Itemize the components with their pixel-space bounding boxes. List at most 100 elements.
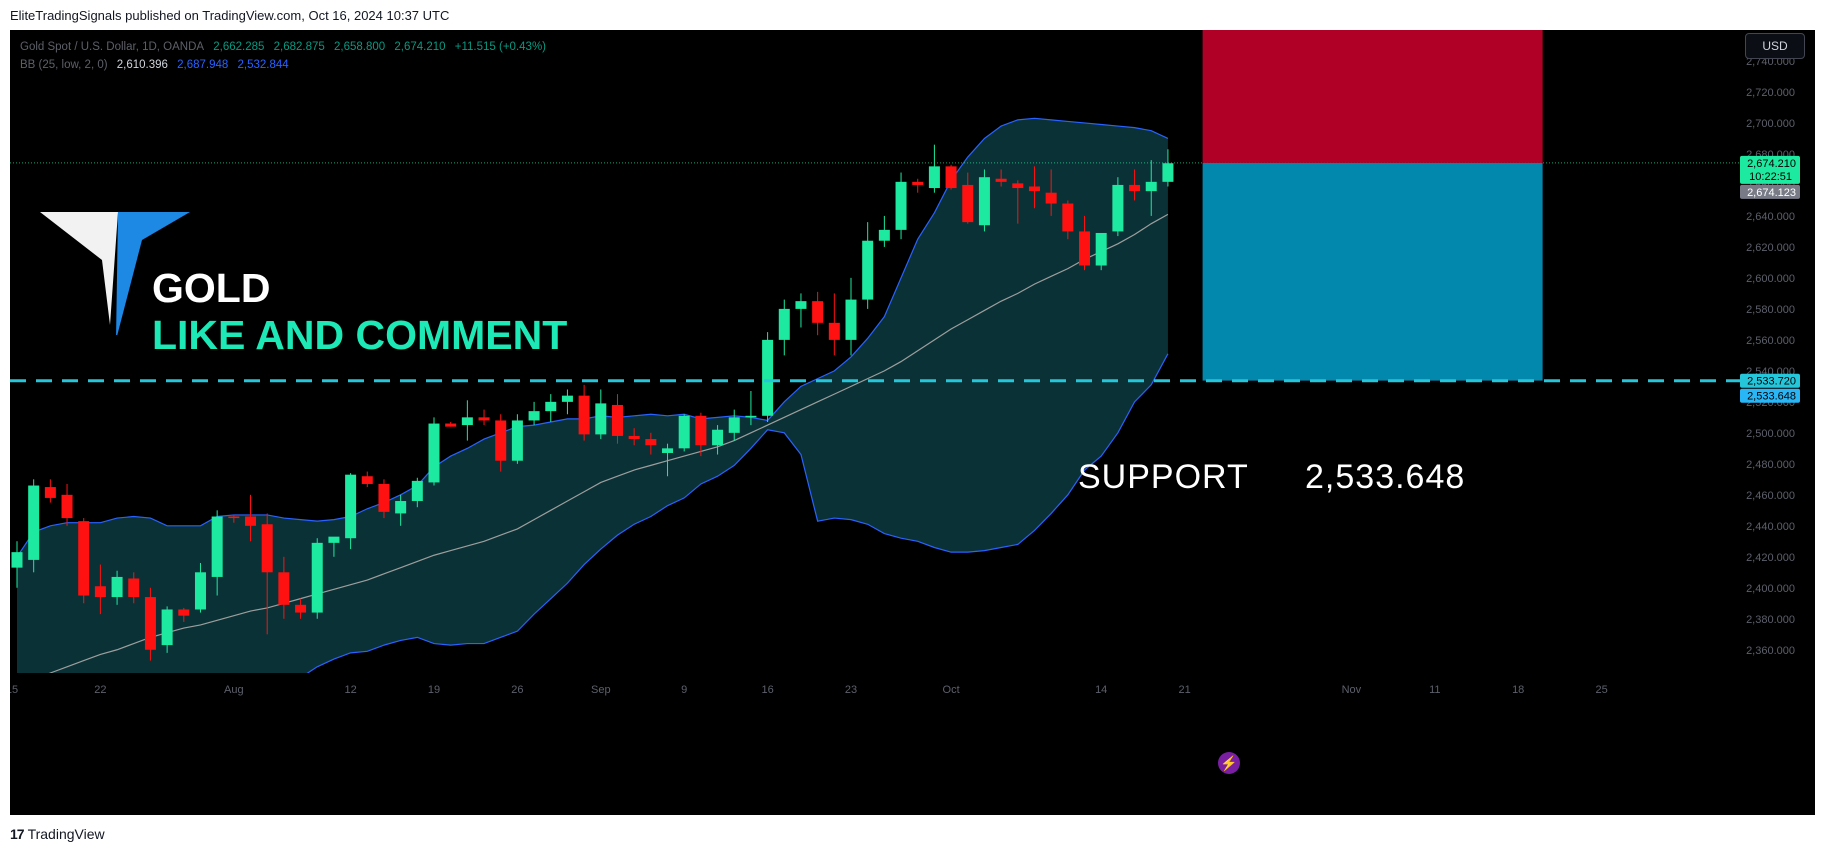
candle-body xyxy=(728,417,740,433)
bollinger-upper-line xyxy=(16,117,1169,558)
footer-brand-label: TradingView xyxy=(27,826,105,842)
candle xyxy=(28,479,40,573)
time-tick-label: Oct xyxy=(943,684,960,696)
candle xyxy=(678,414,690,452)
candle xyxy=(778,299,790,356)
candle xyxy=(578,384,590,441)
candle xyxy=(44,479,56,503)
bollinger-band-fill xyxy=(17,118,1168,815)
candle-body xyxy=(278,572,290,605)
time-tick-label: 26 xyxy=(511,684,523,696)
price-tick-label: 2,440.000 xyxy=(1746,521,1795,533)
candle xyxy=(1079,215,1091,271)
candle-body xyxy=(1012,183,1024,189)
candle-body xyxy=(645,439,657,446)
chart-panel[interactable]: 2,360.000 2,380.000 2,400.000 2,420.000 2,44… xyxy=(10,30,1815,815)
candle xyxy=(595,389,607,440)
stop-loss-zone xyxy=(1202,30,1543,163)
candle xyxy=(1145,160,1157,216)
overlay-title: GOLD xyxy=(152,265,271,311)
legend-open: 2,662.285 xyxy=(213,41,265,53)
publish-header: EliteTradingSignals published on Trading… xyxy=(10,8,450,23)
candle xyxy=(928,144,940,193)
candle-body xyxy=(94,586,106,598)
candle xyxy=(1129,169,1141,201)
legend-bb-lower: 2,532.844 xyxy=(237,59,289,71)
countdown-label: 10:22:51 xyxy=(1749,171,1792,183)
time-tick-label: 12 xyxy=(344,684,356,696)
candle xyxy=(445,421,457,427)
candle xyxy=(94,564,106,615)
price-tick-label: 2,360.000 xyxy=(1746,645,1795,657)
candle xyxy=(945,164,957,190)
candle xyxy=(278,556,290,619)
lightning-icon[interactable]: ⚡ xyxy=(1218,752,1240,774)
candle-body xyxy=(261,524,273,573)
candle-body xyxy=(862,240,874,300)
candle xyxy=(812,291,824,336)
candle-body xyxy=(161,609,173,646)
candle-body xyxy=(245,516,257,526)
candle-body xyxy=(178,609,190,616)
candle xyxy=(845,277,857,356)
legend-change: +11.515 (+0.43%) xyxy=(454,41,546,53)
candle-body xyxy=(561,395,573,402)
candle-body xyxy=(361,476,373,484)
price-tick-label: 2,480.000 xyxy=(1746,459,1795,471)
current-price-label: 2,674.210 xyxy=(1747,158,1796,170)
candle-body xyxy=(995,178,1007,182)
price-tick-label: 2,620.000 xyxy=(1746,242,1795,254)
currency-selector[interactable]: USD xyxy=(1745,33,1805,59)
candle-body xyxy=(1162,163,1174,182)
candle-body xyxy=(962,184,974,223)
candle-body xyxy=(1129,184,1141,192)
candle xyxy=(1062,200,1074,240)
bid-price-label: 2,674.123 xyxy=(1747,187,1796,199)
candle xyxy=(728,409,740,441)
support-price-label-bg xyxy=(1740,388,1800,403)
candle xyxy=(328,536,340,557)
candle xyxy=(311,538,323,619)
price-chart[interactable]: 2,360.000 2,380.000 2,400.000 2,420.000 2,44… xyxy=(10,30,1815,815)
candle-body xyxy=(495,420,507,461)
candle-body xyxy=(828,322,840,340)
candle xyxy=(611,394,623,444)
candle xyxy=(712,425,724,455)
candle xyxy=(11,541,23,588)
candle-body xyxy=(144,597,156,650)
candle xyxy=(695,412,707,457)
candle-body xyxy=(194,572,206,610)
candle-body xyxy=(762,339,774,416)
candle-body xyxy=(445,423,457,427)
footer-branding[interactable]: 17 TradingView xyxy=(10,826,105,842)
logo-white-shape xyxy=(40,212,118,325)
candle-body xyxy=(1028,186,1040,192)
time-tick-label: Nov xyxy=(1342,684,1362,696)
candle-body xyxy=(1112,184,1124,232)
candle-body xyxy=(461,417,473,426)
candle xyxy=(428,417,440,486)
candle-body xyxy=(1045,192,1057,204)
candle-body xyxy=(611,404,623,436)
candle-body xyxy=(411,480,423,502)
candle-body xyxy=(44,487,56,498)
time-axis-bg xyxy=(10,673,1815,815)
candle xyxy=(828,293,840,356)
candle-body xyxy=(545,401,557,412)
candle-body xyxy=(61,494,73,519)
time-tick-label: 15 xyxy=(10,684,18,696)
candle xyxy=(978,169,990,232)
candle-body xyxy=(912,181,924,185)
candle xyxy=(745,391,757,426)
candle-body xyxy=(1145,181,1157,192)
candle-body xyxy=(628,435,640,440)
bollinger-basis-line xyxy=(16,213,1169,688)
support-line-price-label-bg xyxy=(1740,373,1800,388)
legend-bb-basis: 2,610.396 xyxy=(116,59,168,71)
logo-blue-shape xyxy=(116,212,190,335)
candle-body xyxy=(812,301,824,323)
candle xyxy=(211,510,223,596)
time-tick-label: 19 xyxy=(428,684,440,696)
time-tick-label: 18 xyxy=(1512,684,1524,696)
candle-body xyxy=(712,429,724,446)
